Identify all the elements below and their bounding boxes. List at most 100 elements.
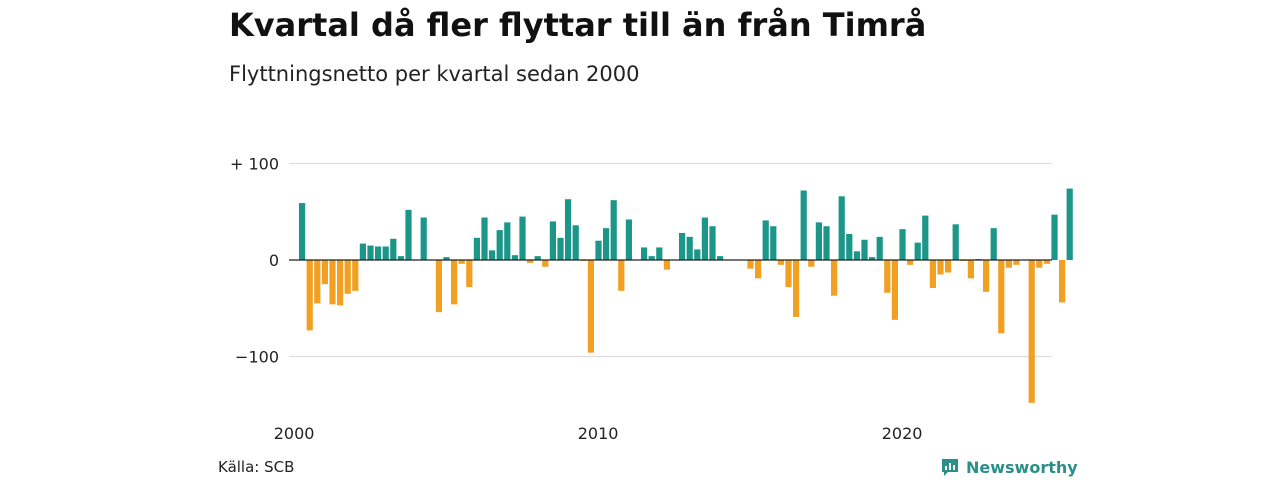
bar: [344, 260, 351, 294]
bar: [983, 260, 990, 292]
bar: [785, 260, 792, 288]
bar: [694, 249, 701, 260]
chart-subtitle: Flyttningsnetto per kvartal sedan 2000: [229, 62, 640, 86]
bar: [451, 260, 458, 305]
bar: [618, 260, 625, 291]
bar: [907, 260, 914, 265]
bar: [359, 243, 366, 260]
bar: [565, 199, 572, 260]
bar: [625, 219, 632, 260]
bar: [466, 260, 473, 288]
bar: [299, 203, 306, 260]
bar: [511, 255, 518, 261]
bar: [762, 220, 769, 260]
bar: [382, 246, 389, 260]
chart-title: Kvartal då fler flyttar till än från Tim…: [229, 6, 927, 44]
bar: [420, 217, 427, 260]
bar: [549, 221, 556, 260]
bar: [504, 222, 511, 260]
bar: [375, 246, 382, 260]
bar: [572, 225, 579, 260]
bar: [656, 247, 663, 260]
bar: [777, 260, 784, 265]
bar: [952, 224, 959, 260]
bar: [314, 260, 321, 304]
bar: [770, 226, 777, 260]
bar-chart: + 100 0 −100 2000 2010 2020: [230, 155, 1073, 443]
bar: [435, 260, 442, 313]
bar: [1066, 188, 1073, 260]
bar: [701, 217, 708, 260]
x-tick-label: 2010: [578, 424, 619, 443]
newsworthy-logo-icon: [942, 459, 958, 476]
bar: [914, 242, 921, 260]
x-tick-label: 2000: [274, 424, 315, 443]
bar: [679, 232, 686, 260]
bar: [945, 260, 952, 273]
bar: [937, 260, 944, 275]
bar: [815, 222, 822, 260]
bar: [352, 260, 359, 291]
bar: [587, 260, 594, 353]
bar: [869, 257, 876, 261]
bar: [458, 260, 465, 264]
bar: [709, 226, 716, 260]
bar: [641, 247, 648, 260]
bar: [534, 256, 541, 260]
bar: [443, 257, 450, 261]
bar: [1005, 260, 1012, 268]
y-tick-label: −100: [235, 348, 279, 367]
bar: [1043, 260, 1050, 264]
bar: [808, 260, 815, 267]
bar: [390, 238, 397, 260]
bar: [884, 260, 891, 293]
bar: [967, 260, 974, 279]
bar: [329, 260, 336, 305]
bar: [1028, 260, 1035, 403]
bar: [686, 236, 693, 260]
bar: [481, 217, 488, 260]
bar: [557, 237, 564, 261]
bar: [717, 256, 724, 260]
y-tick-label: + 100: [230, 155, 279, 174]
bar: [1059, 260, 1066, 303]
bar: [306, 260, 313, 331]
bar: [846, 233, 853, 260]
bar: [610, 200, 617, 260]
bar: [990, 228, 997, 260]
bar: [929, 260, 936, 288]
bar: [519, 216, 526, 260]
source-note: Källa: SCB: [218, 458, 295, 476]
x-tick-label: 2020: [882, 424, 923, 443]
bar: [595, 240, 602, 260]
bar: [853, 251, 860, 260]
bar: [367, 245, 374, 260]
bar: [1036, 260, 1043, 268]
newsworthy-brand: Newsworthy: [940, 456, 1078, 478]
bar: [603, 228, 610, 260]
y-tick-label: 0: [269, 251, 279, 270]
bar: [397, 256, 404, 260]
bar: [800, 190, 807, 260]
bar: [527, 260, 534, 263]
bar: [663, 260, 670, 270]
bar: [755, 260, 762, 279]
bar: [473, 237, 480, 261]
bar: [1013, 260, 1020, 265]
bar: [876, 236, 883, 260]
bar: [1051, 214, 1058, 260]
bar: [831, 260, 838, 296]
bar: [861, 239, 868, 261]
bar: [838, 196, 845, 260]
bar: [891, 260, 898, 320]
bar: [405, 209, 412, 260]
bar: [998, 260, 1005, 334]
brand-name: Newsworthy: [966, 457, 1078, 477]
bar: [747, 260, 754, 269]
bar: [542, 260, 549, 267]
bar: [899, 229, 906, 260]
bar: [489, 250, 496, 260]
bar: [337, 260, 344, 306]
bar: [321, 260, 328, 285]
bar: [793, 260, 800, 317]
